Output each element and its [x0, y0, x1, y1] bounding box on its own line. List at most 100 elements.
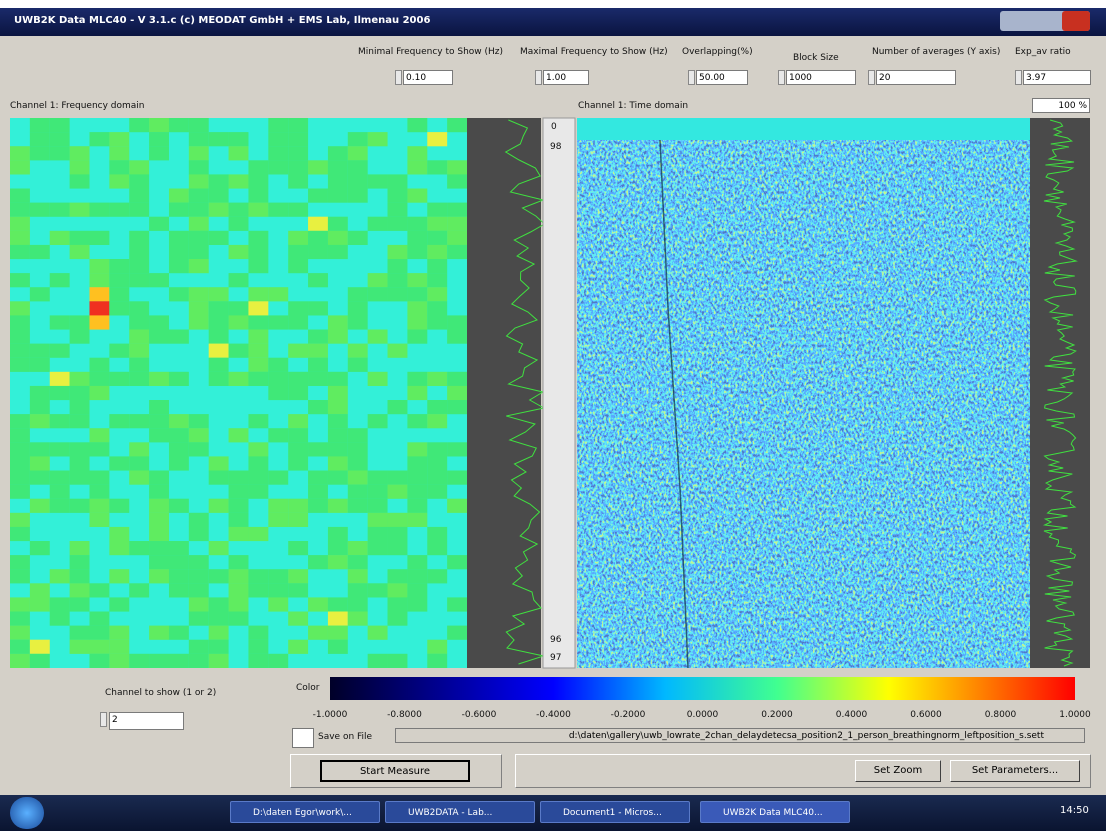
- heat-cell: [288, 315, 309, 330]
- spinner[interactable]: [535, 70, 542, 85]
- heat-cell: [427, 442, 448, 457]
- spinner[interactable]: [1015, 70, 1022, 85]
- heat-cell: [347, 428, 368, 443]
- heat-cell: [407, 442, 428, 457]
- heat-cell: [447, 400, 468, 415]
- heat-cell: [228, 597, 249, 612]
- heat-cell: [129, 259, 150, 274]
- heat-cell: [168, 329, 189, 344]
- save-path[interactable]: d:\daten\gallery\uwb_lowrate_2chan_delay…: [395, 728, 1085, 743]
- heat-cell: [387, 526, 408, 542]
- heat-cell: [10, 653, 30, 668]
- heat-cell: [427, 132, 448, 147]
- channel-input[interactable]: 2: [109, 712, 184, 730]
- close-button[interactable]: [1062, 11, 1090, 31]
- task-item[interactable]: Document1 - Micros...: [540, 801, 690, 823]
- heat-cell: [447, 160, 468, 175]
- params-button[interactable]: Set Parameters...: [950, 760, 1080, 782]
- param-input[interactable]: 1.00: [543, 70, 589, 85]
- heat-cell: [168, 583, 189, 598]
- time-heatmap-top: [577, 118, 1030, 140]
- heat-cell: [347, 541, 368, 556]
- param-input[interactable]: 1000: [786, 70, 856, 85]
- heat-cell: [447, 442, 468, 457]
- heat-cell: [10, 597, 30, 612]
- heat-cell: [188, 160, 209, 175]
- heat-cell: [387, 583, 408, 598]
- heat-cell: [248, 653, 269, 668]
- heat-cell: [49, 414, 70, 429]
- save-checkbox[interactable]: [292, 728, 314, 748]
- heat-cell: [89, 357, 110, 372]
- heat-cell: [288, 146, 309, 161]
- heat-cell: [228, 343, 249, 358]
- heat-cell: [288, 414, 309, 429]
- heat-cell: [109, 301, 130, 316]
- heat-cell: [168, 188, 189, 203]
- param-input[interactable]: 50.00: [696, 70, 748, 85]
- heat-cell: [168, 456, 189, 471]
- heat-cell: [208, 456, 229, 471]
- param-input[interactable]: 0.10: [403, 70, 453, 85]
- heat-cell: [387, 653, 408, 668]
- spinner[interactable]: [395, 70, 402, 85]
- spinner[interactable]: [778, 70, 785, 85]
- heat-cell: [10, 512, 30, 527]
- heat-cell: [268, 118, 289, 133]
- heat-cell: [29, 653, 50, 668]
- heat-cell: [308, 625, 328, 640]
- task-item[interactable]: UWB2K Data MLC40...: [700, 801, 850, 823]
- heat-cell: [29, 456, 50, 471]
- heat-cell: [208, 639, 229, 654]
- heat-cell: [10, 202, 30, 217]
- heat-cell: [367, 653, 388, 668]
- heat-cell: [268, 357, 289, 372]
- param-input[interactable]: 20: [876, 70, 956, 85]
- start-button[interactable]: Start Measure: [320, 760, 470, 782]
- heat-cell: [49, 273, 70, 288]
- heat-cell: [367, 273, 388, 288]
- heat-cell: [10, 315, 30, 330]
- scrollbar[interactable]: [542, 117, 576, 669]
- percent-box: 100 %: [1032, 98, 1090, 113]
- heat-cell: [188, 188, 209, 203]
- heat-cell: [447, 216, 468, 231]
- heat-cell: [168, 287, 189, 302]
- heat-cell: [188, 428, 209, 443]
- heat-cell: [10, 244, 30, 260]
- heat-cell: [129, 244, 150, 260]
- heat-cell: [49, 343, 70, 358]
- heat-cell: [327, 456, 348, 471]
- spinner[interactable]: [688, 70, 695, 85]
- heat-cell: [288, 132, 309, 147]
- heat-cell: [129, 273, 150, 288]
- heat-cell: [327, 216, 348, 231]
- scroll-label: 0: [551, 122, 557, 132]
- zoom-button[interactable]: Set Zoom: [855, 760, 941, 782]
- colorbar-tick-label: 0.2000: [761, 710, 793, 720]
- heat-cell: [347, 484, 368, 499]
- task-item[interactable]: D:\daten Egor\work\...: [230, 801, 380, 823]
- freq-profile: [467, 118, 541, 668]
- heat-cell: [208, 625, 229, 640]
- heat-cell: [407, 597, 428, 612]
- heat-cell: [268, 160, 289, 175]
- task-item[interactable]: UWB2DATA - Lab...: [385, 801, 535, 823]
- heat-cell: [407, 569, 428, 584]
- heat-cell: [327, 470, 348, 485]
- heat-cell: [327, 428, 348, 443]
- spinner[interactable]: [868, 70, 875, 85]
- heat-cell: [367, 583, 388, 598]
- spinner[interactable]: [100, 712, 107, 727]
- heat-cell: [89, 611, 110, 626]
- heat-cell: [129, 653, 150, 668]
- heat-cell: [208, 611, 229, 626]
- heat-cell: [407, 230, 428, 245]
- param-input[interactable]: 3.97: [1023, 70, 1091, 85]
- heat-cell: [248, 160, 269, 175]
- heat-cell: [228, 146, 249, 161]
- heat-cell: [89, 301, 110, 316]
- heat-cell: [288, 371, 309, 386]
- start-orb[interactable]: [10, 797, 44, 829]
- heat-cell: [427, 400, 448, 415]
